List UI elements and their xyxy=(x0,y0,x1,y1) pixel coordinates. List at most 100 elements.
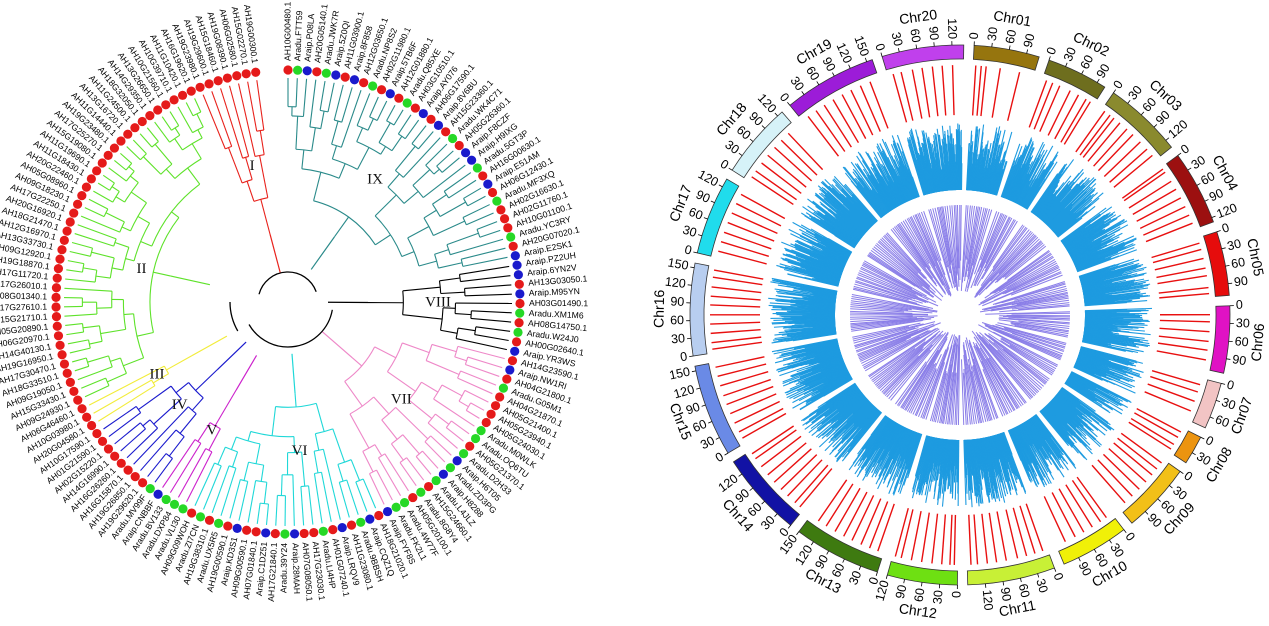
purple-track-line xyxy=(936,207,954,285)
branch xyxy=(457,345,505,360)
tick-label: 60 xyxy=(1016,582,1033,599)
branch xyxy=(185,102,194,117)
red-track-line xyxy=(1039,85,1061,132)
tick-mark xyxy=(689,355,694,358)
purple-track-line xyxy=(961,359,965,425)
purple-track-line xyxy=(972,358,993,421)
purple-track-line xyxy=(988,357,1022,407)
red-track-line xyxy=(726,385,774,406)
red-track-line xyxy=(1063,101,1091,145)
leaf-dot xyxy=(299,528,309,539)
purple-track-line xyxy=(996,238,1040,281)
purple-track-line xyxy=(884,344,933,397)
tick-label: 0 xyxy=(866,575,881,586)
branch xyxy=(177,106,194,133)
purple-track-line xyxy=(994,282,1066,305)
red-track-line xyxy=(1079,114,1111,156)
tick-mark xyxy=(1204,199,1209,202)
red-track-line xyxy=(817,479,848,522)
branch-arc xyxy=(188,382,204,399)
purple-track-line xyxy=(971,366,987,423)
leaf-dot xyxy=(486,409,496,419)
tick-mark xyxy=(738,152,743,156)
purple-track-line xyxy=(864,260,927,297)
purple-track-line xyxy=(974,217,1011,287)
branch xyxy=(197,129,203,139)
leaf-dot xyxy=(130,123,140,133)
branch xyxy=(461,247,506,260)
purple-track-line xyxy=(997,322,1068,338)
branch xyxy=(450,238,504,256)
purple-track-line xyxy=(928,209,951,283)
purple-track-line xyxy=(850,300,938,313)
purple-track-line xyxy=(992,224,1024,268)
leaf-dot xyxy=(514,279,524,289)
purple-track-line xyxy=(966,209,993,293)
branch xyxy=(72,357,87,363)
leaf-dot xyxy=(490,401,501,411)
branch xyxy=(430,435,452,456)
branch xyxy=(402,137,441,178)
purple-track-line xyxy=(923,347,949,420)
branch xyxy=(120,152,133,164)
leaf-dot xyxy=(503,223,513,233)
tick-label: 0 xyxy=(1051,571,1067,582)
red-track-line xyxy=(1058,488,1085,533)
red-track-line xyxy=(787,132,824,171)
tick-mark xyxy=(1211,215,1216,218)
branch xyxy=(255,443,261,464)
leaf-dot xyxy=(195,82,205,92)
leaf-dot xyxy=(53,264,64,274)
branch xyxy=(231,451,239,468)
tick-label: 90 xyxy=(694,187,713,206)
purple-track-line xyxy=(1010,274,1063,296)
purple-track-line xyxy=(879,330,944,391)
tick-label: 30 xyxy=(698,433,717,452)
branch xyxy=(128,166,135,172)
branch xyxy=(403,190,419,204)
branch xyxy=(391,135,403,151)
leaf-label: AH17G27610.1 xyxy=(0,301,47,312)
tick-label: 0 xyxy=(1236,298,1243,312)
purple-track-line xyxy=(942,206,957,288)
tick-mark xyxy=(832,72,835,77)
purple-track-line xyxy=(881,355,919,393)
root-arc xyxy=(229,301,239,332)
chromosome-block xyxy=(881,44,965,71)
red-track-line xyxy=(1159,292,1210,299)
purple-track-line xyxy=(912,215,943,278)
tick-mark xyxy=(915,44,918,49)
purple-track-line xyxy=(939,343,956,424)
purple-track-line xyxy=(868,252,920,288)
branch xyxy=(464,293,512,297)
purple-track-line xyxy=(998,319,1070,329)
red-track-line xyxy=(742,412,787,439)
tick-mark xyxy=(1196,183,1201,186)
branch xyxy=(228,85,250,157)
leaf-dot xyxy=(515,308,525,318)
purple-track-line xyxy=(869,251,935,298)
red-track-line xyxy=(723,231,772,250)
purple-track-line xyxy=(949,205,959,292)
branch xyxy=(433,398,475,427)
tick-mark xyxy=(693,251,698,254)
branch xyxy=(129,175,139,183)
tick-mark xyxy=(1226,358,1231,360)
leaf-dot xyxy=(161,100,171,110)
chromosome-block xyxy=(789,59,878,117)
purple-track-line xyxy=(1000,338,1056,372)
red-track-line xyxy=(760,435,802,468)
branch xyxy=(196,113,204,128)
branch-arc xyxy=(464,356,469,365)
branch xyxy=(440,329,458,334)
leaf-dot xyxy=(426,114,436,124)
leaf-dot xyxy=(77,191,87,201)
red-track-line xyxy=(1113,442,1153,476)
red-track-line xyxy=(1113,154,1153,188)
branch xyxy=(355,481,368,512)
red-track-line xyxy=(980,66,987,117)
branch xyxy=(114,241,130,248)
branch xyxy=(333,84,344,121)
purple-track-line xyxy=(973,345,1006,416)
clade-stem xyxy=(310,236,335,270)
